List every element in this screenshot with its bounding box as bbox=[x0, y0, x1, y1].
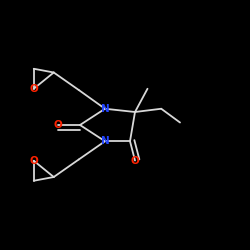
Text: O: O bbox=[30, 156, 38, 166]
Text: O: O bbox=[130, 156, 140, 166]
Text: O: O bbox=[53, 120, 62, 130]
Text: N: N bbox=[100, 104, 110, 114]
Text: N: N bbox=[100, 136, 110, 146]
Text: O: O bbox=[30, 84, 38, 94]
